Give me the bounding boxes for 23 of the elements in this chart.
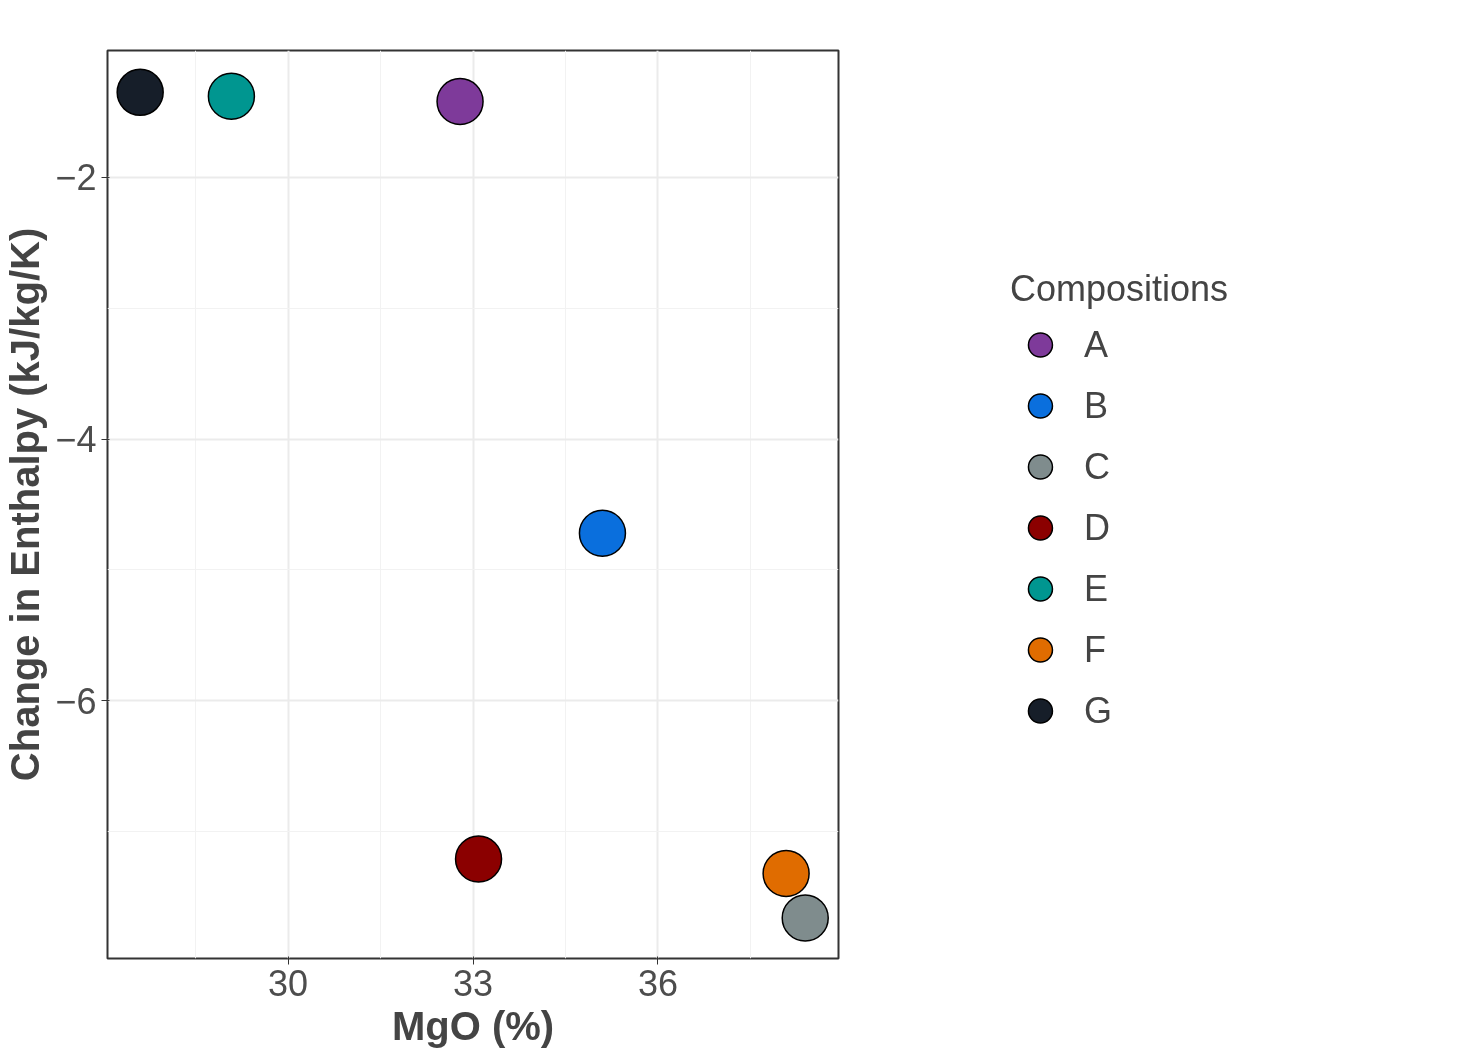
point <box>578 509 627 557</box>
x-tick-label: 33 <box>452 962 494 1004</box>
y-tick-label: −2 <box>55 157 97 199</box>
y-axis-title: Change in Enthalpy (kJ/kg/K) <box>3 227 48 782</box>
x-tick-label: 36 <box>637 962 678 1004</box>
y-tick-label: −6 <box>55 680 97 722</box>
legend-label: D <box>1083 506 1110 549</box>
x-tick-label: 30 <box>268 962 309 1004</box>
point <box>781 894 829 942</box>
legend-label: F <box>1083 628 1106 671</box>
legend-label: A <box>1083 323 1108 366</box>
point <box>454 835 503 883</box>
legend-title: Compositions <box>1009 267 1229 310</box>
legend-label: G <box>1083 689 1112 732</box>
legend-label: B <box>1083 384 1108 427</box>
point <box>207 72 256 120</box>
legend-label: C <box>1083 445 1110 488</box>
point <box>762 849 810 898</box>
point <box>116 68 164 117</box>
y-tick-label: −4 <box>55 419 97 461</box>
point <box>436 77 484 126</box>
x-axis-title: MgO (%) <box>391 1003 555 1048</box>
legend-label: E <box>1083 567 1108 610</box>
